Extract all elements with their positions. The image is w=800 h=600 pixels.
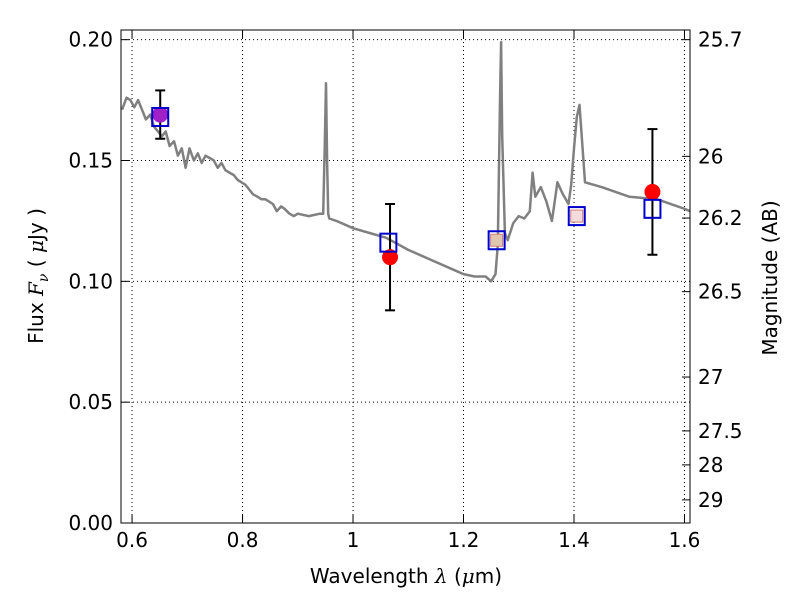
x-tick-label: 1.6 (669, 528, 701, 552)
model-spectrum-line (120, 40, 691, 283)
model-box (151, 107, 170, 127)
plot-frame (120, 29, 691, 524)
model-box (487, 230, 506, 251)
data-points-layer (151, 89, 662, 312)
model-box (379, 232, 398, 253)
axis-ticks: 0.6 0.8 1 1.2 1.4 1.6 0.00 0.05 0.10 0.15 0.20 25.7… (68, 28, 742, 552)
photometry-point (152, 106, 169, 123)
right-y-tick-label: 26.2 (698, 206, 743, 230)
right-y-tick-label: 29 (698, 488, 723, 512)
right-y-tick-label: 25.7 (698, 28, 743, 52)
x-tick-label: 1.2 (448, 528, 480, 552)
y-tick-label: 0.05 (68, 390, 113, 414)
right-y-tick-label: 26 (698, 144, 723, 168)
right-y-tick-label: 27 (698, 365, 723, 389)
right-y-tick-label: 28 (698, 453, 723, 477)
model-box (643, 198, 662, 219)
y-axis-label: Flux Fν ( μJy ) (24, 208, 52, 344)
right-y-tick-label: 26.5 (698, 280, 743, 304)
y-tick-label: 0.20 (68, 28, 113, 52)
photometry-point (644, 183, 661, 200)
x-tick-label: 0.6 (116, 528, 148, 552)
synthetic-point (570, 209, 584, 223)
y-tick-label: 0.00 (68, 511, 113, 535)
x-tick-label: 0.8 (227, 528, 259, 552)
right-y-tick-label: 27.5 (698, 419, 743, 443)
photometry-point (382, 249, 399, 266)
right-y-axis-label: Magnitude (AB) (758, 200, 782, 355)
model-spectrum-layer (120, 40, 691, 283)
y-tick-label: 0.10 (68, 269, 113, 293)
model-box (567, 206, 586, 227)
x-tick-label: 1.4 (558, 528, 590, 552)
x-tick-label: 1 (347, 528, 360, 552)
y-tick-label: 0.15 (68, 149, 113, 173)
x-axis-label: Wavelength λ (μm) (310, 564, 502, 588)
synthetic-point (490, 233, 504, 247)
